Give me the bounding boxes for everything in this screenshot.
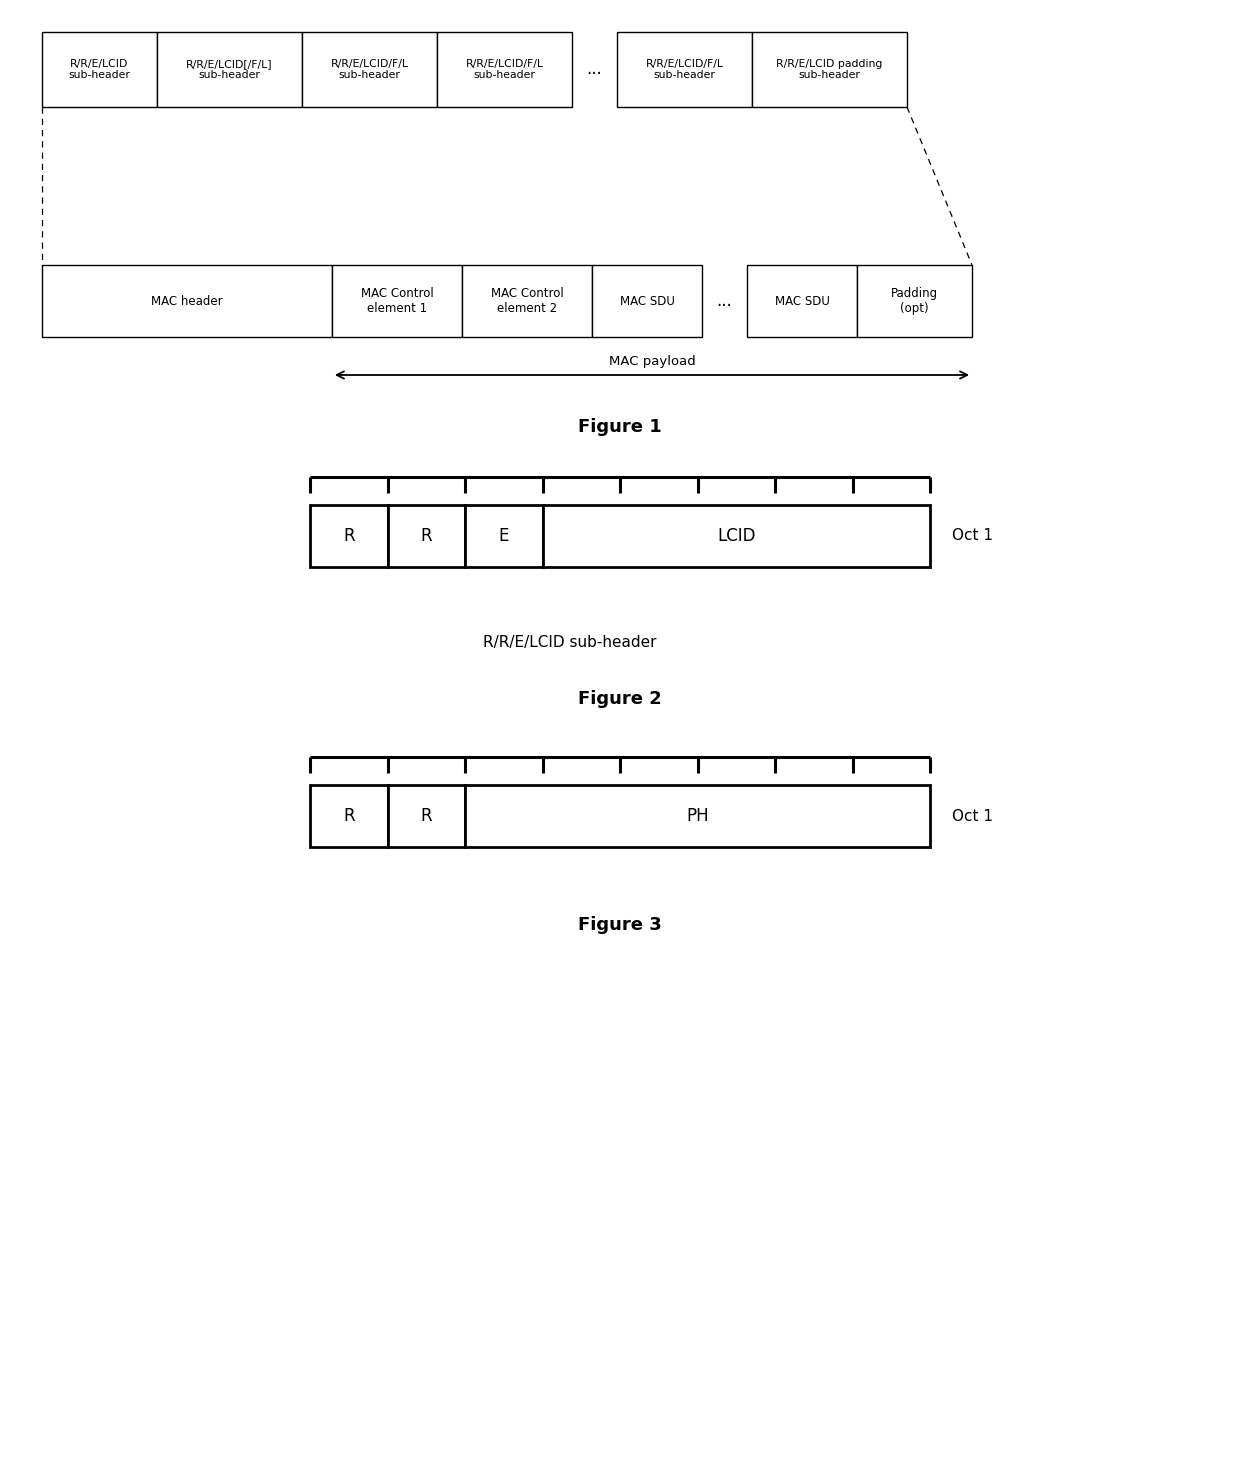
Text: R/R/E/LCID
sub-header: R/R/E/LCID sub-header <box>68 58 130 80</box>
Bar <box>310 785 387 847</box>
Bar <box>746 265 857 337</box>
Text: R: R <box>343 807 355 825</box>
Text: R: R <box>343 527 355 545</box>
Text: MAC Control
element 2: MAC Control element 2 <box>491 287 563 315</box>
Bar <box>42 32 157 106</box>
Text: R: R <box>420 527 432 545</box>
Bar <box>463 265 591 337</box>
Text: Figure 1: Figure 1 <box>578 418 662 436</box>
Text: MAC Control
element 1: MAC Control element 1 <box>361 287 433 315</box>
Text: R: R <box>420 807 432 825</box>
Bar <box>618 32 751 106</box>
Text: E: E <box>498 527 508 545</box>
Text: Oct 1: Oct 1 <box>952 809 993 823</box>
Text: R/R/E/LCID/F/L
sub-header: R/R/E/LCID/F/L sub-header <box>331 58 408 80</box>
Bar <box>591 265 702 337</box>
Bar <box>387 785 465 847</box>
Text: MAC SDU: MAC SDU <box>775 294 830 307</box>
Bar <box>42 265 332 337</box>
Text: ...: ... <box>587 61 603 79</box>
Bar <box>543 506 930 567</box>
Bar <box>465 785 930 847</box>
Text: Figure 2: Figure 2 <box>578 691 662 708</box>
Bar <box>157 32 303 106</box>
Text: LCID: LCID <box>717 527 755 545</box>
Text: R/R/E/LCID padding
sub-header: R/R/E/LCID padding sub-header <box>776 58 883 80</box>
Bar <box>303 32 436 106</box>
Bar <box>310 506 387 567</box>
Bar <box>332 265 463 337</box>
Text: MAC header: MAC header <box>151 294 223 307</box>
Bar <box>857 265 972 337</box>
Text: MAC payload: MAC payload <box>609 356 696 369</box>
Text: R/R/E/LCID sub-header: R/R/E/LCID sub-header <box>484 634 657 650</box>
Text: R/R/E/LCID/F/L
sub-header: R/R/E/LCID/F/L sub-header <box>646 58 723 80</box>
Text: Padding
(opt): Padding (opt) <box>890 287 939 315</box>
Bar <box>436 32 572 106</box>
Text: MAC SDU: MAC SDU <box>620 294 675 307</box>
Bar <box>751 32 906 106</box>
Text: R/R/E/LCID/F/L
sub-header: R/R/E/LCID/F/L sub-header <box>465 58 543 80</box>
Text: Oct 1: Oct 1 <box>952 529 993 543</box>
Text: ...: ... <box>717 291 733 310</box>
Bar <box>465 506 543 567</box>
Text: PH: PH <box>686 807 709 825</box>
Text: Figure 3: Figure 3 <box>578 916 662 934</box>
Text: R/R/E/LCID[/F/L]
sub-header: R/R/E/LCID[/F/L] sub-header <box>186 58 273 80</box>
Bar <box>387 506 465 567</box>
